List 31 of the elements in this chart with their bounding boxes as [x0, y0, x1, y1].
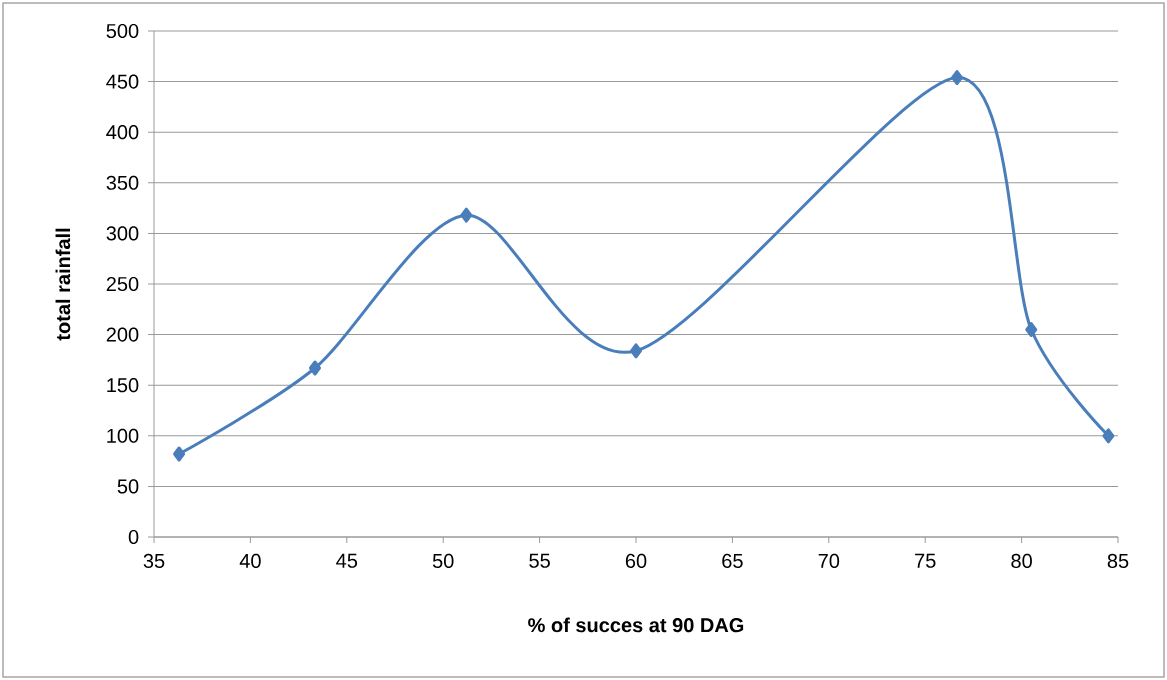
x-tick-label: 65: [722, 553, 743, 569]
point: [1102, 428, 1115, 444]
x-tick-label: 60: [625, 553, 647, 569]
y-tick-label: 200: [106, 327, 139, 342]
y-tick-label: 450: [106, 74, 139, 89]
point: [308, 360, 321, 376]
y-tick-label: 150: [107, 378, 139, 393]
x-tick-label: 45: [336, 553, 358, 568]
x-tick-label: 75: [915, 553, 936, 568]
y-tick-label: 300: [106, 226, 139, 241]
y-axis-title: total rainfall: [55, 228, 71, 341]
point: [951, 70, 964, 86]
y-tick-label: 350: [106, 175, 139, 190]
y-tick-label: 0: [128, 529, 139, 545]
y-tick-label: 50: [117, 479, 139, 494]
x-tick-label: 85: [1107, 553, 1129, 569]
point: [1025, 322, 1038, 338]
x-axis-title: % of succes at 90 DAG: [528, 617, 744, 633]
point: [630, 343, 643, 359]
point: [173, 446, 186, 462]
x-tick-label: 80: [1011, 553, 1032, 569]
point: [460, 207, 473, 223]
y-tick-label: 100: [107, 428, 139, 443]
x-tick-label: 40: [239, 553, 261, 569]
y-tick-label: 500: [106, 23, 139, 39]
y-tick-label: 400: [106, 125, 139, 140]
x-tick-label: 35: [143, 553, 165, 569]
x-tick-label: 50: [432, 553, 454, 569]
x-tick-label: 55: [529, 553, 550, 568]
y-tick-label: 250: [106, 276, 139, 292]
x-tick-label: 70: [818, 553, 840, 569]
